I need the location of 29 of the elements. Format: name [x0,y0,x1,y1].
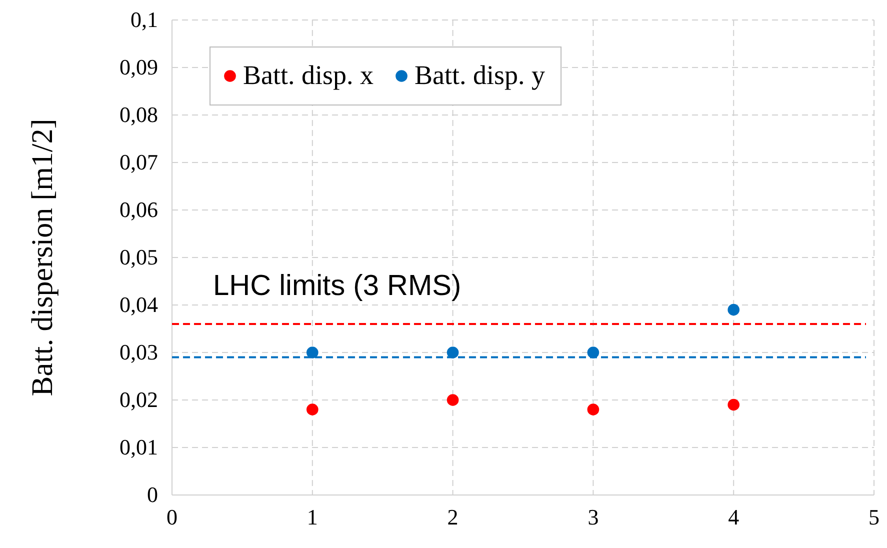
x-tick-label: 2 [447,504,458,530]
point [728,304,740,316]
x-tick-label: 5 [868,504,880,530]
x-tick-label: 1 [306,504,318,530]
y-tick-label: 0,06 [120,197,158,222]
point [306,404,318,416]
y-tick-label: 0,1 [130,7,158,32]
x-tick-label: 4 [728,504,740,530]
y-tick-label: 0,05 [120,244,158,270]
legend-label: Batt. disp. y [414,60,546,90]
point [728,398,740,411]
y-tick-label: 0,01 [120,434,158,460]
legend-label: Batt. disp. x [243,60,374,90]
y-tick-label: 0,03 [120,340,158,365]
point [446,394,459,406]
y-tick-label: 0 [147,482,158,508]
point [446,346,459,358]
x-tick-label: 3 [588,504,599,530]
point [587,404,600,416]
y-axis-title: Batt. dispersion [m1/2] [26,118,59,396]
y-tick-label: 0,08 [120,102,158,128]
x-tick-label: 0 [166,504,178,530]
y-tick-label: 0,02 [120,387,158,412]
y-tick-label: 0,07 [120,150,158,175]
point [587,346,600,358]
y-tick-label: 0,04 [120,292,158,318]
y-tick-label: 0,09 [120,54,158,80]
annotation: LHC limits (3 RMS) [213,270,462,302]
point [306,346,318,358]
